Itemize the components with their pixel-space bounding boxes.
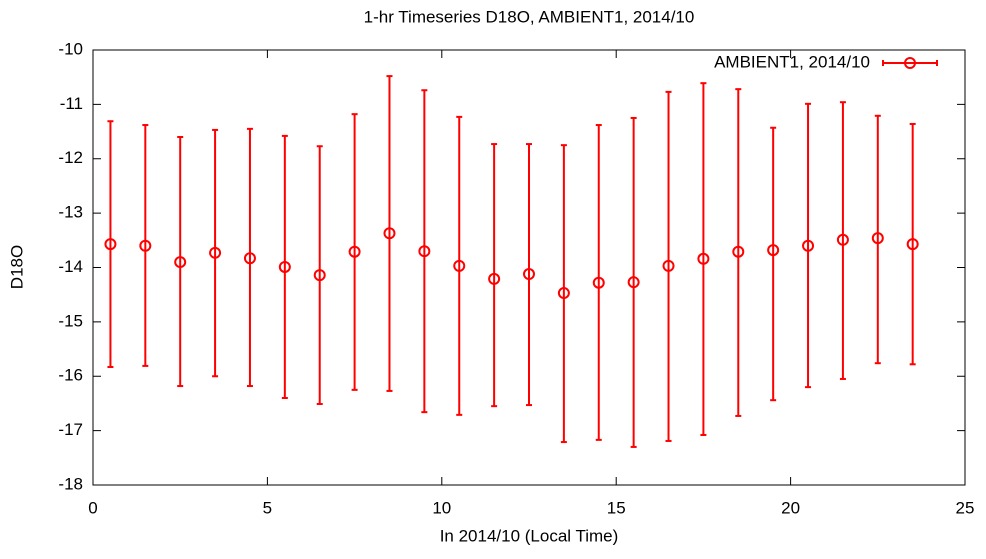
y-tick-label: -11	[60, 94, 83, 113]
point	[523, 268, 535, 281]
x-tick-label: 20	[781, 498, 800, 517]
x-tick-label: 25	[956, 498, 975, 517]
x-tick-label: 0	[88, 498, 97, 517]
x-axis-label: In 2014/10 (Local Time)	[440, 526, 619, 545]
point	[313, 269, 326, 282]
point	[767, 244, 780, 257]
point	[139, 239, 152, 252]
point	[906, 238, 919, 251]
point	[836, 233, 849, 246]
point	[243, 252, 256, 265]
point	[627, 276, 640, 289]
x-tick-label: 5	[263, 498, 272, 517]
point	[557, 287, 570, 300]
y-tick-label: -13	[58, 203, 83, 222]
chart-title: 1-hr Timeseries D18O, AMBIENT1, 2014/10	[364, 7, 695, 26]
point	[802, 239, 815, 252]
point	[488, 272, 501, 285]
y-tick-label: -18	[58, 474, 83, 493]
point	[732, 245, 745, 258]
x-tick-label: 10	[432, 498, 451, 517]
point	[453, 259, 466, 272]
point	[662, 259, 675, 272]
y-tick-label: -14	[58, 257, 83, 276]
point	[697, 252, 710, 265]
point	[104, 238, 117, 251]
legend-marker	[904, 57, 916, 69]
point	[278, 260, 291, 273]
y-tick-label: -17	[58, 420, 83, 439]
legend-label: AMBIENT1, 2014/10	[714, 52, 870, 71]
point	[418, 245, 431, 258]
point	[209, 246, 222, 259]
point	[348, 245, 361, 258]
x-tick-label: 15	[607, 498, 626, 517]
point	[592, 276, 605, 289]
y-tick-label: -15	[58, 311, 83, 330]
y-tick-label: -16	[58, 366, 83, 385]
y-tick-label: -10	[58, 39, 83, 58]
point	[871, 232, 884, 245]
y-tick-label: -12	[58, 148, 83, 167]
y-axis-label: D18O	[7, 245, 26, 289]
point	[174, 256, 187, 269]
point	[383, 227, 396, 240]
